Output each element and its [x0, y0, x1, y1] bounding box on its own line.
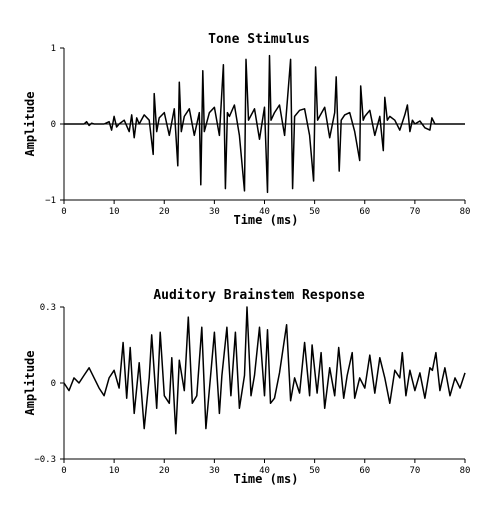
- x-tick-label: 40: [259, 466, 270, 476]
- x-tick-label: 80: [460, 466, 471, 476]
- x-tick-label: 10: [109, 466, 120, 476]
- x-tick-label: 0: [61, 466, 66, 476]
- x-tick-label: 30: [209, 207, 220, 217]
- tone-stimulus-waveform: [64, 54, 465, 194]
- y-tick-label: 0: [51, 120, 56, 130]
- x-tick-label: 80: [460, 207, 471, 217]
- abr-waveform: [63, 306, 466, 435]
- x-tick-label: 70: [409, 207, 420, 217]
- x-tick-label: 40: [259, 207, 270, 217]
- y-tick-label: 0: [51, 379, 56, 389]
- y-ticks: 1 0 −1: [45, 44, 64, 206]
- x-tick-label: 60: [359, 466, 370, 476]
- chart-title: Auditory Brainstem Response: [153, 288, 364, 303]
- x-tick-label: 10: [109, 207, 120, 217]
- y-axis-label: Amplitude: [23, 350, 37, 415]
- x-axis-label: Time (ms): [233, 472, 298, 486]
- x-tick-label: 50: [309, 207, 320, 217]
- x-tick-label: 50: [309, 466, 320, 476]
- x-axis-label: Time (ms): [233, 213, 298, 227]
- x-tick-label: 70: [409, 466, 420, 476]
- chart-title: Tone Stimulus: [208, 32, 310, 47]
- x-tick-label: 20: [159, 466, 170, 476]
- y-axis-label: Amplitude: [23, 91, 37, 156]
- x-ticks: 0 10 20 30 40 50 60 70 80: [61, 459, 470, 476]
- y-tick-label: −0.3: [34, 455, 56, 465]
- y-tick-label: −1: [45, 196, 56, 206]
- x-tick-label: 20: [159, 207, 170, 217]
- auditory-brainstem-response-chart: Auditory Brainstem Response 0 10 20 30 40 50 6…: [23, 288, 470, 486]
- x-tick-label: 0: [61, 207, 66, 217]
- tone-stimulus-chart: Tone Stimulus 0 10 20 30 40 50 60 70 80 10−1 Tim…: [23, 32, 470, 227]
- y-ticks: 0.3 0 −0.3: [34, 303, 64, 465]
- y-tick-label: 0.3: [40, 303, 56, 313]
- y-tick-label: 1: [51, 44, 56, 54]
- x-tick-label: 60: [359, 207, 370, 217]
- x-tick-label: 30: [209, 466, 220, 476]
- x-ticks: 0 10 20 30 40 50 60 70 80: [61, 200, 470, 217]
